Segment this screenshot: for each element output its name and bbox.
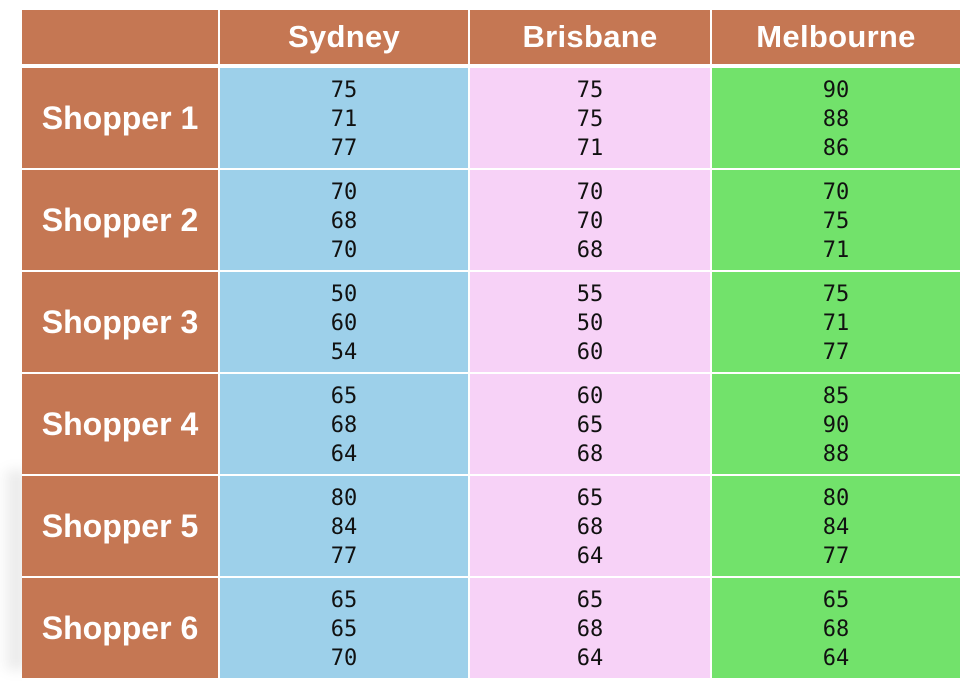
row-header-shopper-5: Shopper 5 [22, 476, 220, 578]
value: 85 [822, 383, 850, 409]
value: 88 [822, 441, 850, 467]
value: 64 [576, 645, 604, 671]
row-header-shopper-1: Shopper 1 [22, 68, 220, 170]
value: 64 [822, 645, 850, 671]
cell-shopper-5-sydney: 80 84 77 [220, 476, 470, 578]
value: 90 [822, 412, 850, 438]
value: 75 [576, 77, 604, 103]
ratings-table: Sydney Brisbane Melbourne Shopper 1 75 7… [22, 10, 960, 682]
value: 68 [576, 237, 604, 263]
value: 80 [822, 485, 850, 511]
value: 75 [330, 77, 358, 103]
cell-shopper-1-melbourne: 90 88 86 [712, 68, 960, 170]
cell-shopper-5-brisbane: 65 68 64 [470, 476, 712, 578]
value: 65 [576, 587, 604, 613]
value: 77 [330, 543, 358, 569]
value: 60 [576, 383, 604, 409]
value: 84 [822, 514, 850, 540]
value: 75 [822, 281, 850, 307]
value: 65 [330, 616, 358, 642]
row-header-shopper-3: Shopper 3 [22, 272, 220, 374]
column-header-brisbane: Brisbane [470, 10, 712, 68]
value: 77 [822, 339, 850, 365]
value: 65 [576, 412, 604, 438]
cell-shopper-4-brisbane: 60 65 68 [470, 374, 712, 476]
value: 68 [330, 208, 358, 234]
cell-shopper-3-melbourne: 75 71 77 [712, 272, 960, 374]
value: 65 [822, 587, 850, 613]
value: 75 [822, 208, 850, 234]
value: 70 [330, 179, 358, 205]
value: 70 [330, 237, 358, 263]
column-header-melbourne: Melbourne [712, 10, 960, 68]
cell-shopper-3-brisbane: 55 50 60 [470, 272, 712, 374]
value: 70 [822, 179, 850, 205]
value: 70 [576, 208, 604, 234]
value: 71 [822, 237, 850, 263]
value: 90 [822, 77, 850, 103]
corner-cell [22, 10, 220, 68]
cell-shopper-6-sydney: 65 65 70 [220, 578, 470, 680]
value: 77 [330, 135, 358, 161]
value: 75 [576, 106, 604, 132]
value: 68 [330, 412, 358, 438]
value: 65 [576, 485, 604, 511]
cell-shopper-2-melbourne: 70 75 71 [712, 170, 960, 272]
value: 64 [576, 543, 604, 569]
cell-shopper-4-sydney: 65 68 64 [220, 374, 470, 476]
value: 55 [576, 281, 604, 307]
cell-shopper-1-brisbane: 75 75 71 [470, 68, 712, 170]
value: 70 [330, 645, 358, 671]
cell-shopper-3-sydney: 50 60 54 [220, 272, 470, 374]
value: 60 [576, 339, 604, 365]
cell-shopper-2-sydney: 70 68 70 [220, 170, 470, 272]
cell-shopper-2-brisbane: 70 70 68 [470, 170, 712, 272]
value: 80 [330, 485, 358, 511]
value: 54 [330, 339, 358, 365]
column-header-sydney: Sydney [220, 10, 470, 68]
value: 68 [822, 616, 850, 642]
cell-shopper-5-melbourne: 80 84 77 [712, 476, 960, 578]
row-header-shopper-2: Shopper 2 [22, 170, 220, 272]
value: 65 [330, 587, 358, 613]
value: 50 [330, 281, 358, 307]
value: 64 [330, 441, 358, 467]
value: 70 [576, 179, 604, 205]
value: 68 [576, 514, 604, 540]
value: 68 [576, 441, 604, 467]
value: 60 [330, 310, 358, 336]
cell-shopper-6-brisbane: 65 68 64 [470, 578, 712, 680]
value: 86 [822, 135, 850, 161]
value: 77 [822, 543, 850, 569]
value: 71 [576, 135, 604, 161]
value: 71 [822, 310, 850, 336]
value: 88 [822, 106, 850, 132]
value: 84 [330, 514, 358, 540]
row-header-shopper-6: Shopper 6 [22, 578, 220, 680]
cell-shopper-4-melbourne: 85 90 88 [712, 374, 960, 476]
cell-shopper-1-sydney: 75 71 77 [220, 68, 470, 170]
value: 65 [330, 383, 358, 409]
row-header-shopper-4: Shopper 4 [22, 374, 220, 476]
value: 50 [576, 310, 604, 336]
value: 68 [576, 616, 604, 642]
value: 71 [330, 106, 358, 132]
cell-shopper-6-melbourne: 65 68 64 [712, 578, 960, 680]
